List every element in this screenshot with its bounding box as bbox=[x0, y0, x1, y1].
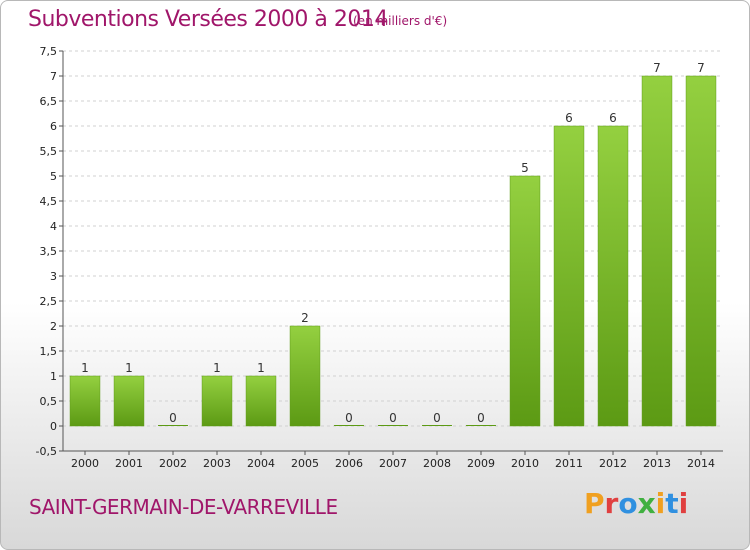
bar bbox=[509, 175, 541, 427]
x-tick-label: 2012 bbox=[599, 457, 627, 470]
x-tick-label: 2010 bbox=[511, 457, 539, 470]
logo-letter: x bbox=[637, 487, 656, 520]
data-label: 7 bbox=[653, 61, 661, 75]
x-tick-label: 2011 bbox=[555, 457, 583, 470]
y-tick-label: 4,5 bbox=[40, 195, 58, 208]
bar bbox=[378, 425, 408, 426]
x-tick-label: 2000 bbox=[71, 457, 99, 470]
y-tick-label: 5,5 bbox=[40, 145, 58, 158]
data-label: 1 bbox=[81, 361, 89, 375]
y-tick-label: 7,5 bbox=[40, 45, 58, 58]
y-tick-label: 3,5 bbox=[40, 245, 58, 258]
y-tick-label: 1 bbox=[50, 370, 57, 383]
data-label: 0 bbox=[477, 411, 485, 425]
y-tick-label: 4 bbox=[50, 220, 57, 233]
y-tick-label: 3 bbox=[50, 270, 57, 283]
data-label: 1 bbox=[125, 361, 133, 375]
x-tick-label: 2007 bbox=[379, 457, 407, 470]
logo-letter: o bbox=[618, 487, 638, 520]
data-label: 0 bbox=[169, 411, 177, 425]
x-tick-label: 2003 bbox=[203, 457, 231, 470]
data-label: 0 bbox=[433, 411, 441, 425]
data-label: 6 bbox=[565, 111, 573, 125]
commune-name: SAINT-GERMAIN-DE-VARREVILLE bbox=[29, 495, 338, 519]
x-tick-label: 2009 bbox=[467, 457, 495, 470]
y-tick-label: 0 bbox=[50, 420, 57, 433]
bar bbox=[641, 75, 673, 427]
x-tick-label: 2005 bbox=[291, 457, 319, 470]
logo-letter: r bbox=[604, 487, 619, 520]
data-label: 1 bbox=[213, 361, 221, 375]
data-label: 1 bbox=[257, 361, 265, 375]
y-tick-label: 6,5 bbox=[40, 95, 58, 108]
labels: -0,500,511,522,533,544,555,566,577,52000… bbox=[36, 45, 715, 470]
data-label: 6 bbox=[609, 111, 617, 125]
x-tick-label: 2004 bbox=[247, 457, 275, 470]
logo-letter: P bbox=[584, 487, 605, 520]
y-tick-label: 7 bbox=[50, 70, 57, 83]
bars bbox=[69, 75, 717, 427]
logo-letter: t bbox=[665, 487, 679, 520]
bar bbox=[685, 75, 717, 427]
y-tick-label: -0,5 bbox=[36, 445, 57, 458]
x-tick-label: 2001 bbox=[115, 457, 143, 470]
logo-letter: i bbox=[678, 487, 689, 520]
bar bbox=[113, 375, 145, 427]
x-tick-label: 2006 bbox=[335, 457, 363, 470]
y-tick-label: 5 bbox=[50, 170, 57, 183]
chart-title: Subventions Versées 2000 à 2014 bbox=[28, 7, 388, 32]
axes bbox=[59, 50, 723, 455]
bar bbox=[201, 375, 233, 427]
bar bbox=[158, 425, 188, 426]
data-label: 0 bbox=[389, 411, 397, 425]
bar bbox=[597, 125, 629, 427]
data-label: 5 bbox=[521, 161, 529, 175]
y-tick-label: 6 bbox=[50, 120, 57, 133]
x-tick-label: 2008 bbox=[423, 457, 451, 470]
data-label: 7 bbox=[697, 61, 705, 75]
y-tick-label: 2 bbox=[50, 320, 57, 333]
chart-subtitle: (en milliers d'€) bbox=[353, 14, 448, 28]
y-tick-label: 1,5 bbox=[40, 345, 58, 358]
x-tick-label: 2002 bbox=[159, 457, 187, 470]
x-tick-label: 2013 bbox=[643, 457, 671, 470]
data-label: 2 bbox=[301, 311, 309, 325]
bar bbox=[553, 125, 585, 427]
bar bbox=[422, 425, 452, 426]
data-label: 0 bbox=[345, 411, 353, 425]
bar bbox=[466, 425, 496, 426]
bar bbox=[245, 375, 277, 427]
proxiti-logo: Proxiti bbox=[584, 487, 688, 520]
bar bbox=[69, 375, 101, 427]
y-tick-label: 2,5 bbox=[40, 295, 58, 308]
logo-letter: i bbox=[655, 487, 666, 520]
y-tick-label: 0,5 bbox=[40, 395, 58, 408]
x-tick-label: 2014 bbox=[687, 457, 715, 470]
bar bbox=[334, 425, 364, 426]
bar bbox=[289, 325, 321, 427]
